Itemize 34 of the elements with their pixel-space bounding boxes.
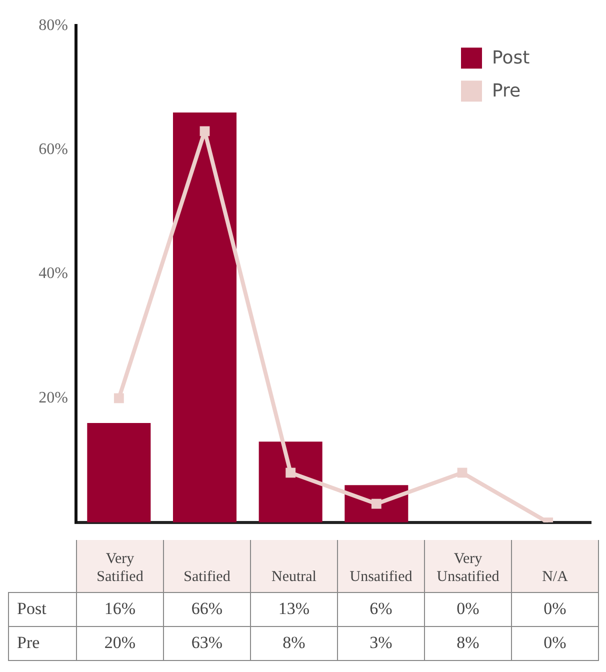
legend-label: Pre <box>492 80 521 102</box>
point <box>457 468 468 478</box>
text: Post <box>17 599 46 618</box>
data-label: 0% <box>512 626 598 660</box>
data-label: 13% <box>250 592 338 626</box>
data-label: 8% <box>250 626 338 660</box>
x-tick-label: Very Satified <box>96 550 144 586</box>
point <box>114 393 124 404</box>
data-label: 0% <box>424 592 512 626</box>
data-label: 20% <box>76 626 164 660</box>
data-label: 16% <box>76 592 164 626</box>
x-tick-label: N/A <box>541 568 569 586</box>
data-label: 66% <box>164 592 250 626</box>
y-tick-label: 40% <box>38 265 68 282</box>
x-tick-label: Unsatified <box>348 568 414 586</box>
y-tick-label: 20% <box>38 389 68 406</box>
y-tick-label: 60% <box>38 141 68 158</box>
data-label: 63% <box>164 626 250 660</box>
point <box>200 126 210 136</box>
legend-label: Post <box>492 47 530 68</box>
data-label: 6% <box>338 592 424 626</box>
data-label: 3% <box>338 626 424 660</box>
x-tick-label: Neutral <box>270 568 318 586</box>
point <box>286 468 296 478</box>
data-label: 0% <box>512 592 598 626</box>
bar <box>258 442 322 522</box>
point <box>371 498 382 509</box>
x-tick-label: Satified <box>182 568 232 586</box>
data-label: 8% <box>424 626 512 660</box>
y-tick-label: 80% <box>38 16 68 34</box>
text: Pre <box>17 633 40 652</box>
bar <box>172 112 237 522</box>
bar <box>87 423 151 522</box>
x-tick-label: Very Unsatified <box>436 550 500 586</box>
